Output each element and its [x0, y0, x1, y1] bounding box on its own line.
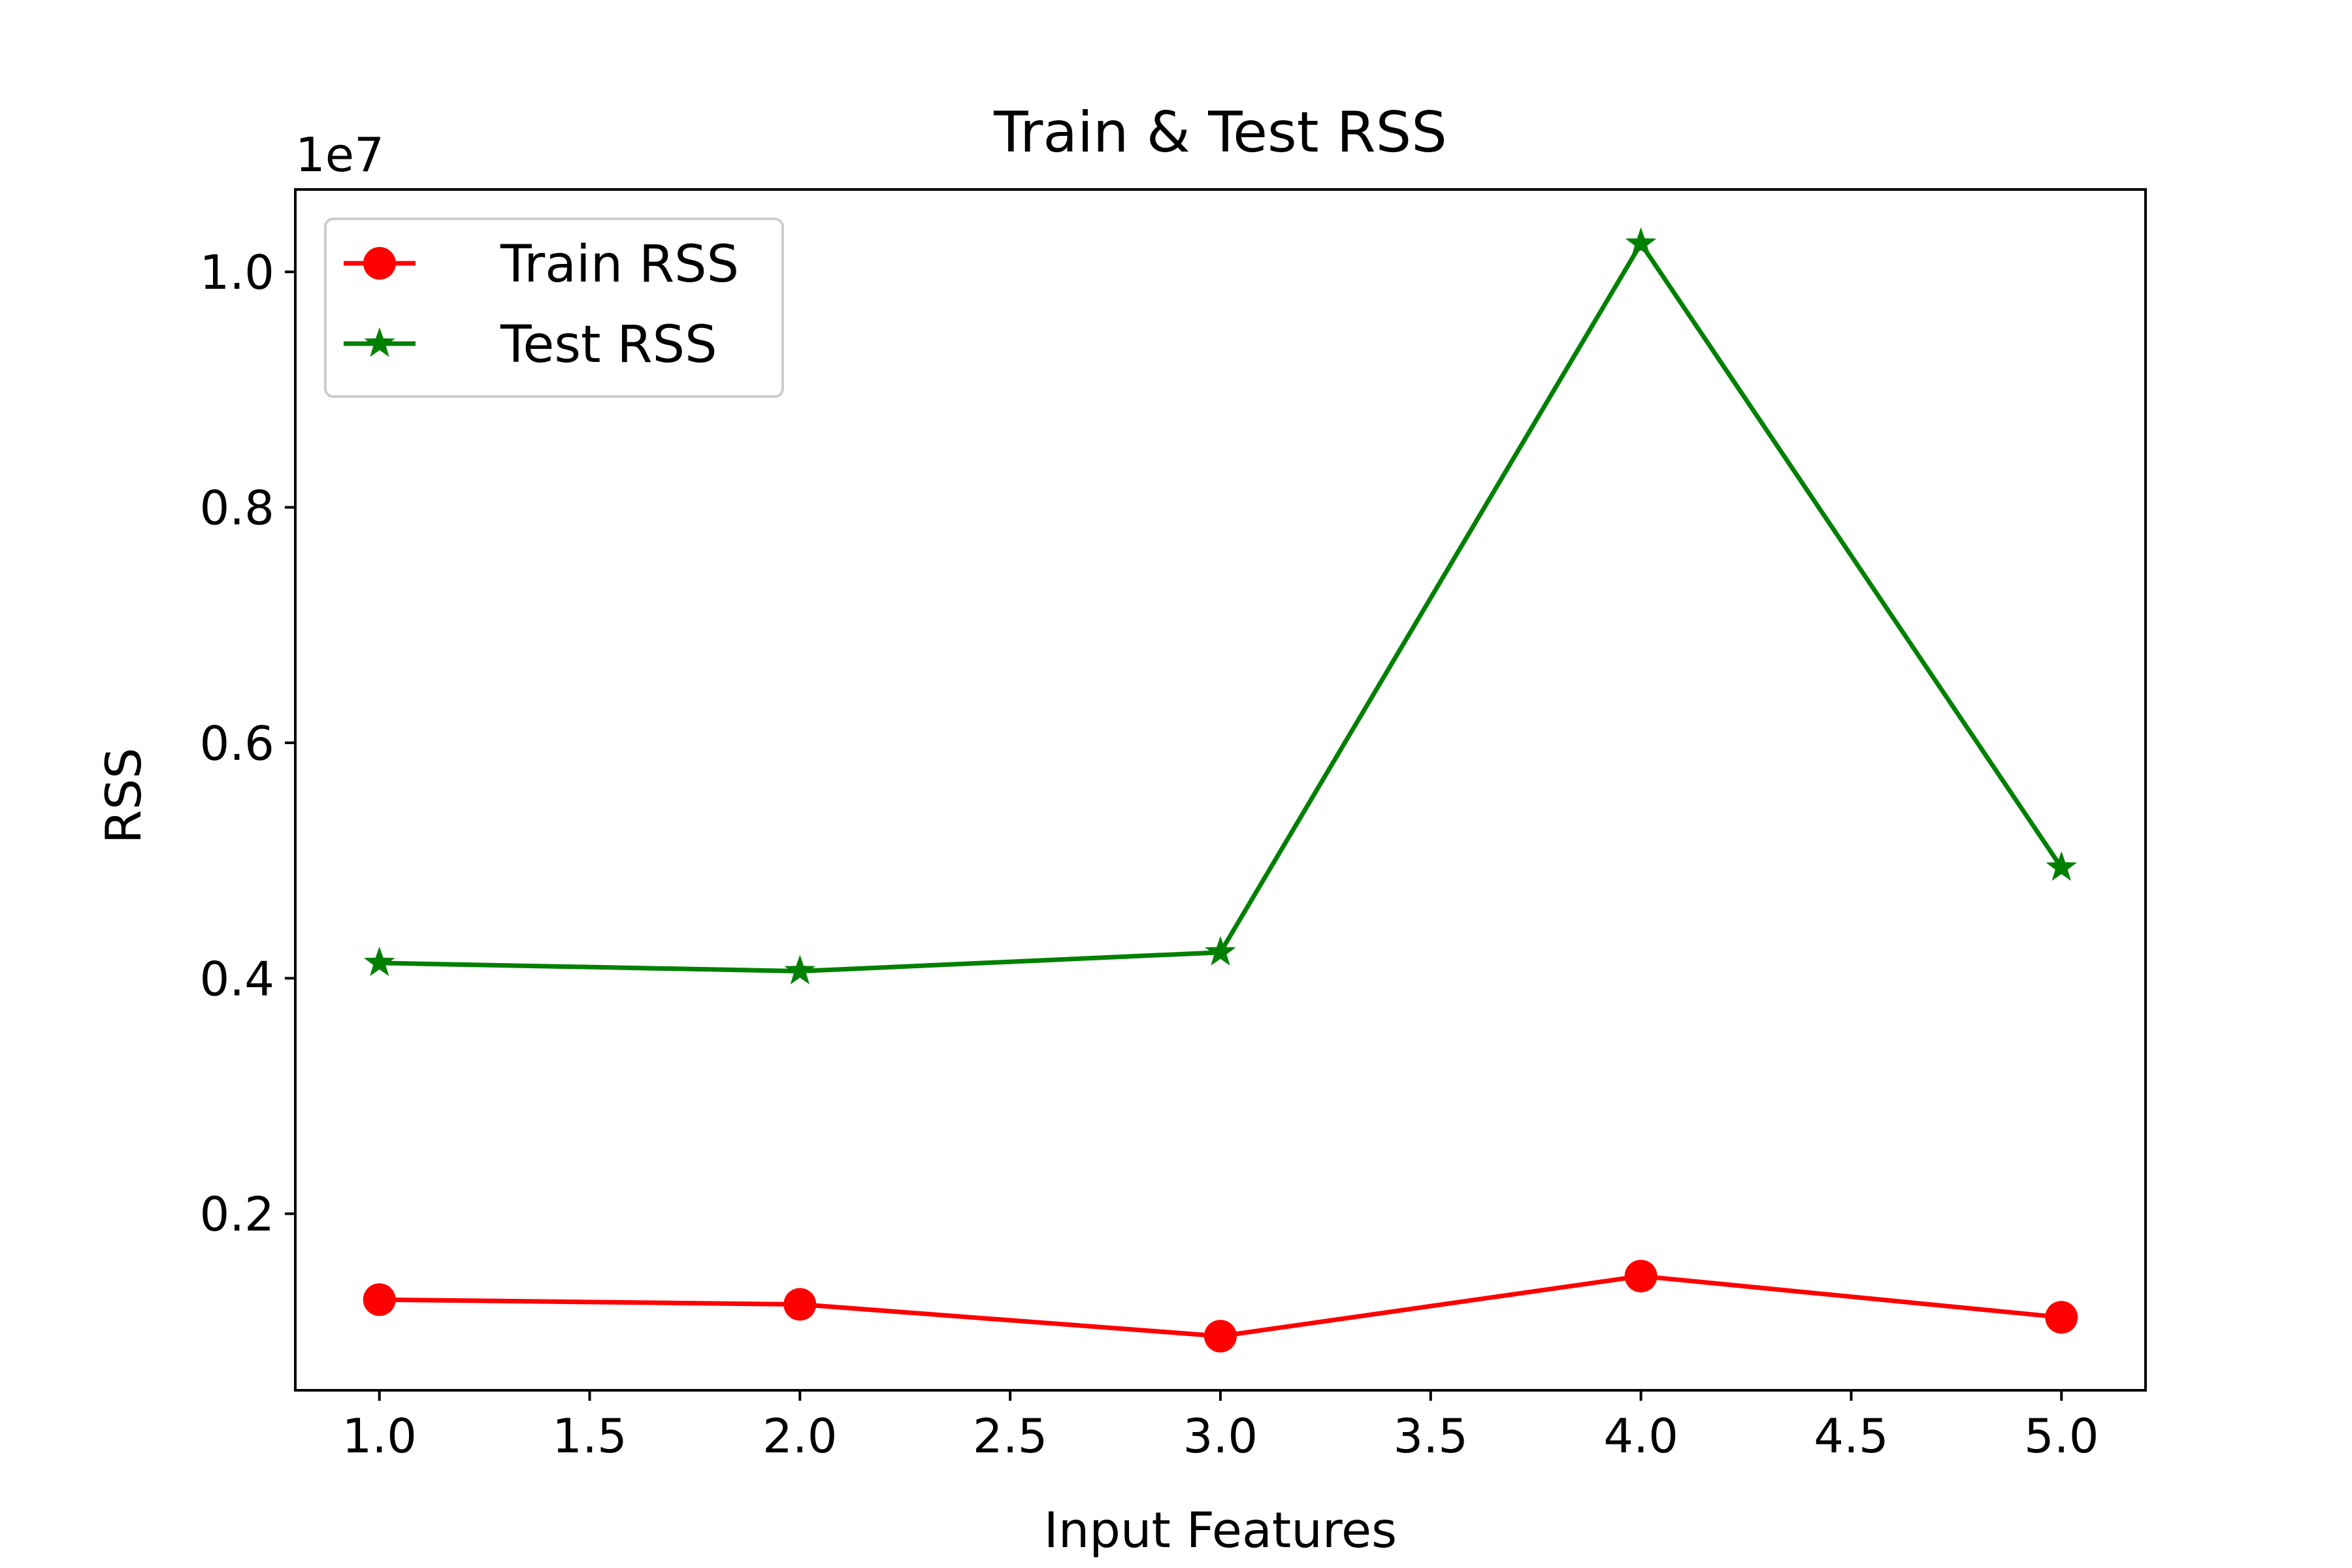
x-tick-label: 3.0 — [1183, 1409, 1258, 1463]
series-train-rss — [363, 1260, 2078, 1353]
legend-marker — [364, 327, 395, 357]
legend-label: Train RSS — [500, 235, 739, 294]
x-tick-label: 1.5 — [552, 1409, 627, 1463]
data-point — [2046, 851, 2077, 881]
y-tick-label: 0.8 — [199, 481, 274, 536]
data-point — [364, 946, 395, 977]
axes-frame — [294, 188, 2147, 1392]
y-tick-label: 0.4 — [199, 951, 274, 1006]
x-tick-label: 1.0 — [342, 1409, 417, 1463]
x-tick-label: 3.5 — [1394, 1409, 1469, 1463]
series-layer — [363, 227, 2078, 1353]
data-point — [2045, 1301, 2078, 1334]
x-tick-label: 4.5 — [1814, 1409, 1889, 1463]
x-tick-label: 2.5 — [973, 1409, 1048, 1463]
data-point — [1624, 1260, 1658, 1293]
data-point — [1204, 1320, 1237, 1353]
y-tick-label: 0.2 — [199, 1187, 274, 1242]
x-tick-label: 2.0 — [762, 1409, 838, 1463]
series-test-rss — [364, 227, 2077, 985]
data-point — [784, 955, 816, 985]
legend-marker — [363, 247, 396, 280]
y-axis-label: RSS — [95, 747, 152, 843]
x-tick-label: 4.0 — [1603, 1409, 1678, 1463]
x-axis-ticks: 1.0 1.5 2.0 2.5 3.0 3.5 4.0 4.5 5.0 — [342, 1390, 2099, 1463]
chart-title: Train & Test RSS — [993, 100, 1447, 165]
x-tick-label: 5.0 — [2024, 1409, 2099, 1463]
y-tick-label: 1.0 — [199, 245, 274, 300]
data-point — [1205, 936, 1236, 966]
legend-box — [324, 218, 784, 398]
x-axis-label: Input Features — [1044, 1501, 1397, 1559]
legend-label: Test RSS — [500, 316, 717, 374]
legend-item: Train RSS — [344, 235, 739, 294]
data-point — [783, 1288, 817, 1321]
y-tick-label: 0.6 — [199, 716, 274, 771]
y-axis-offset-label: 1e7 — [295, 127, 384, 182]
y-axis-ticks: 0.2 0.4 0.6 0.8 1.0 — [199, 245, 295, 1242]
data-point — [363, 1283, 396, 1316]
legend-item: Test RSS — [344, 316, 717, 374]
data-point — [1625, 227, 1657, 257]
legend: Train RSS Test RSS — [324, 218, 784, 398]
